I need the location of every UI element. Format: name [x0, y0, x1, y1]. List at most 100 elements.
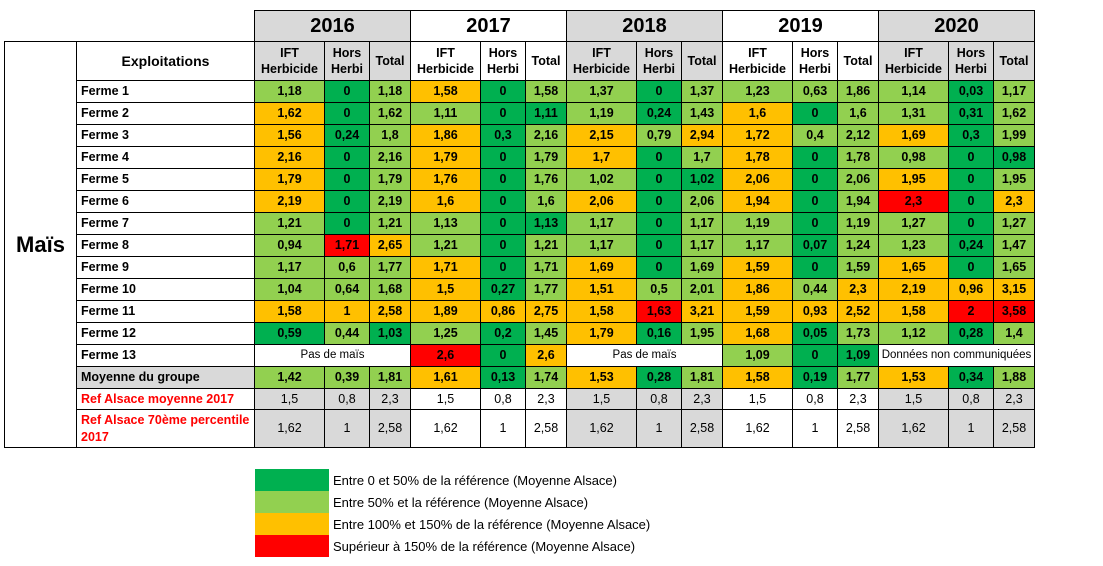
value-cell: 1,69	[878, 124, 949, 147]
value-cell: 1,89	[410, 300, 481, 323]
value-cell: 1,37	[681, 80, 723, 103]
value-cell: 1,51	[566, 278, 637, 301]
sub-header-total: Total	[369, 41, 411, 81]
row-label: Ferme 2	[76, 102, 255, 125]
legend-item: Entre 100% et 150% de la référence (Moye…	[255, 513, 650, 535]
value-cell: 1,17	[993, 80, 1035, 103]
year-header-2017: 2017	[410, 10, 567, 42]
value-cell: 0,44	[324, 322, 370, 345]
value-cell: 1,62	[722, 409, 793, 448]
value-cell: 1,63	[636, 300, 682, 323]
value-cell: 0,2	[480, 322, 526, 345]
row-label: Ferme 1	[76, 80, 255, 103]
legend-label: Entre 50% et la référence (Moyenne Alsac…	[333, 494, 589, 510]
value-cell: 1,77	[525, 278, 567, 301]
value-cell: 0	[480, 168, 526, 191]
value-cell: 0,8	[324, 388, 370, 410]
value-cell: 2,58	[993, 409, 1035, 448]
table-row: Moyenne du groupe 1,42 0,39 1,81 1,61 0,13 1,7…	[5, 366, 1035, 389]
value-cell: 0,64	[324, 278, 370, 301]
value-cell: 1,5	[878, 388, 949, 410]
value-cell: 3,58	[993, 300, 1035, 323]
value-cell: 1,43	[681, 102, 723, 125]
value-cell: 1,21	[410, 234, 481, 257]
value-cell: 0	[480, 146, 526, 169]
year-header-2016: 2016	[254, 10, 411, 42]
value-cell: 1,53	[566, 366, 637, 389]
table-row: Ferme 4 2,16 0 2,16 1,79 0 1,79 1,7 0 1,7 1,78 0 1,7…	[5, 146, 1035, 169]
value-cell: 2,06	[722, 168, 793, 191]
value-cell: 1,72	[722, 124, 793, 147]
value-cell: 1,59	[722, 256, 793, 279]
value-cell: 1,19	[837, 212, 879, 235]
row-label: Ferme 7	[76, 212, 255, 235]
sub-header-total: Total	[525, 41, 567, 81]
value-cell: 1,27	[993, 212, 1035, 235]
value-cell: 1,17	[681, 212, 723, 235]
value-cell: 1,68	[369, 278, 411, 301]
table-row: Ref Alsace 70ème percentile 2017 1,62 1 2,5…	[5, 409, 1035, 448]
value-cell: 0,79	[636, 124, 682, 147]
value-cell: 2,06	[681, 190, 723, 213]
value-cell: 2	[948, 300, 994, 323]
value-cell: 1,5	[410, 278, 481, 301]
value-cell: 2,3	[878, 190, 949, 213]
value-cell: 1,21	[254, 212, 325, 235]
value-cell: 1	[324, 300, 370, 323]
sub-header-total: Total	[837, 41, 879, 81]
sub-header-hors: Hors Herbi	[792, 41, 838, 81]
value-cell: 0,63	[792, 80, 838, 103]
value-cell: 0,8	[636, 388, 682, 410]
value-cell: 1,6	[525, 190, 567, 213]
value-cell: 0	[792, 168, 838, 191]
value-cell: 2,06	[566, 190, 637, 213]
value-cell: 1,65	[878, 256, 949, 279]
value-cell: 1,95	[878, 168, 949, 191]
value-cell: 2,3	[837, 388, 879, 410]
value-cell: 0,24	[948, 234, 994, 257]
value-cell: 1,59	[722, 300, 793, 323]
value-cell: 0	[948, 256, 994, 279]
value-cell: 1,65	[993, 256, 1035, 279]
value-cell: 0	[480, 80, 526, 103]
value-cell: 1,79	[410, 146, 481, 169]
value-cell: 1,56	[254, 124, 325, 147]
value-cell: 0,44	[792, 278, 838, 301]
value-cell: 1,23	[722, 80, 793, 103]
value-cell: 1,11	[410, 102, 481, 125]
value-cell: 1,94	[722, 190, 793, 213]
row-label: Ferme 13	[76, 344, 255, 367]
table-row: Ferme 10 1,04 0,64 1,68 1,5 0,27 1,77 1,51 0,5 2,…	[5, 278, 1035, 301]
value-cell: 1,8	[369, 124, 411, 147]
value-cell: 1,86	[410, 124, 481, 147]
legend-swatch	[255, 491, 329, 513]
value-cell: 1,6	[410, 190, 481, 213]
farms-header: Exploitations	[76, 41, 255, 81]
value-cell: 0	[636, 190, 682, 213]
value-cell: 1,62	[410, 409, 481, 448]
value-cell: 1,58	[566, 300, 637, 323]
value-cell: 1,77	[369, 256, 411, 279]
year-header-2020: 2020	[878, 10, 1035, 42]
value-cell: 0,13	[480, 366, 526, 389]
value-cell: 1,76	[410, 168, 481, 191]
value-cell: 2,19	[369, 190, 411, 213]
value-cell: 1,79	[369, 168, 411, 191]
row-label: Ferme 3	[76, 124, 255, 147]
value-cell: 1,95	[993, 168, 1035, 191]
crop-label: Maïs	[4, 41, 77, 448]
row-label: Ferme 10	[76, 278, 255, 301]
value-cell: 1,77	[837, 366, 879, 389]
corner-cell	[4, 10, 255, 42]
value-cell: 0	[792, 146, 838, 169]
value-cell: 1,45	[525, 322, 567, 345]
value-cell: 1,09	[722, 344, 793, 367]
value-cell: 0	[636, 146, 682, 169]
row-label: Ferme 5	[76, 168, 255, 191]
value-cell: 1,04	[254, 278, 325, 301]
value-cell: 1,5	[566, 388, 637, 410]
value-cell: 0,28	[636, 366, 682, 389]
value-cell: 1,88	[993, 366, 1035, 389]
value-cell: 1,21	[525, 234, 567, 257]
sub-header-ift: IFT Herbicide	[254, 41, 325, 81]
